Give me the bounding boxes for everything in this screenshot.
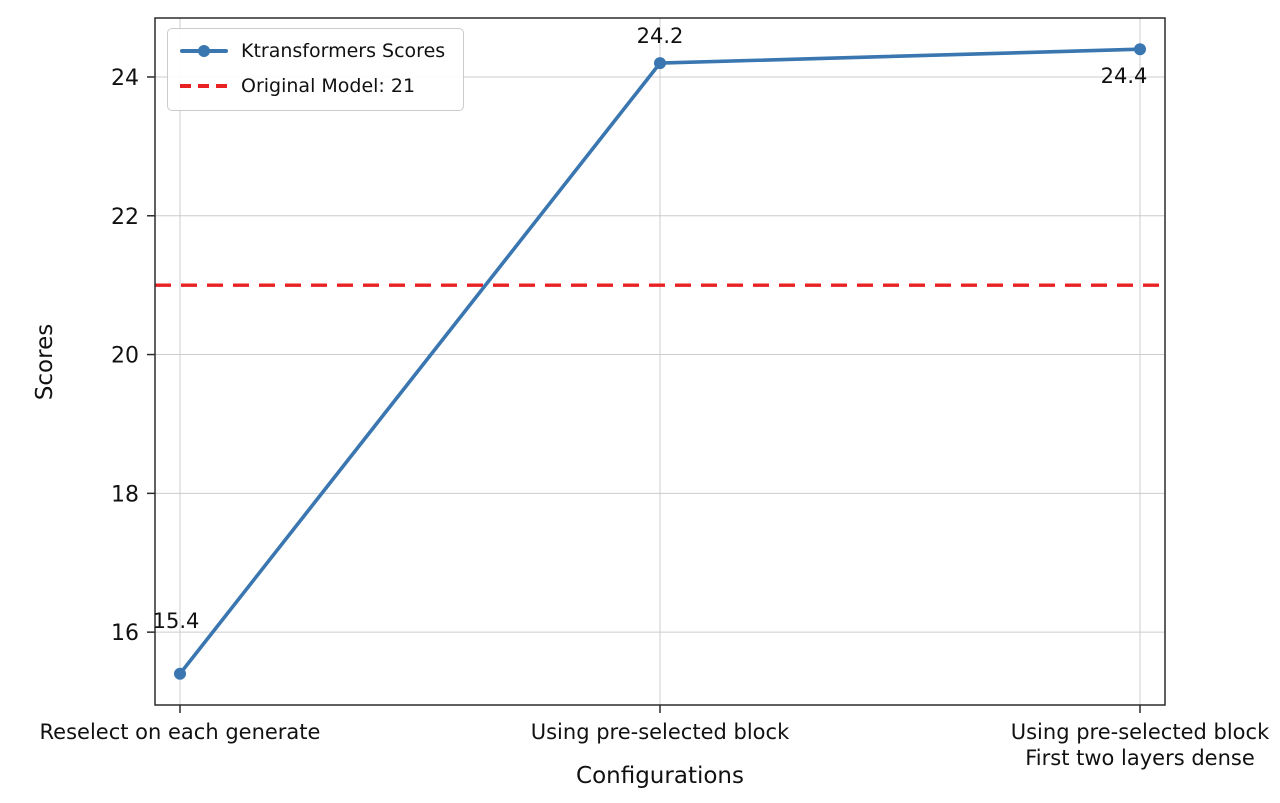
point-value-label: 24.4 (1101, 64, 1148, 88)
point-value-label: 15.4 (153, 609, 200, 633)
y-tick-label: 20 (111, 344, 139, 369)
legend-dashed-line-icon (180, 78, 228, 94)
legend-entry-series: Ktransformers Scores (180, 40, 445, 62)
x-tick-label: Using pre-selected block (531, 720, 790, 744)
y-tick-label: 18 (111, 482, 139, 507)
x-tick-label: Using pre-selected block First two layers… (1011, 720, 1270, 770)
legend-series-line-icon (180, 43, 228, 59)
legend-entry-reference: Original Model: 21 (180, 75, 445, 97)
x-tick-label: Reselect on each generate (40, 720, 321, 744)
y-tick-label: 24 (111, 66, 139, 91)
point-value-label: 24.2 (637, 24, 684, 48)
data-point-marker (174, 667, 186, 680)
legend-dash-sample (180, 84, 228, 88)
data-point-marker (1134, 43, 1146, 56)
legend-marker-dot-icon (198, 45, 210, 57)
x-axis-label: Configurations (576, 763, 744, 789)
legend-reference-label: Original Model: 21 (241, 75, 416, 97)
data-point-marker (654, 57, 666, 70)
y-tick-label: 22 (111, 205, 139, 230)
y-axis-label: Scores (32, 323, 58, 401)
legend: Ktransformers Scores Original Model: 21 (167, 28, 465, 111)
y-tick-label: 16 (111, 621, 139, 646)
legend-series-label: Ktransformers Scores (241, 40, 446, 62)
